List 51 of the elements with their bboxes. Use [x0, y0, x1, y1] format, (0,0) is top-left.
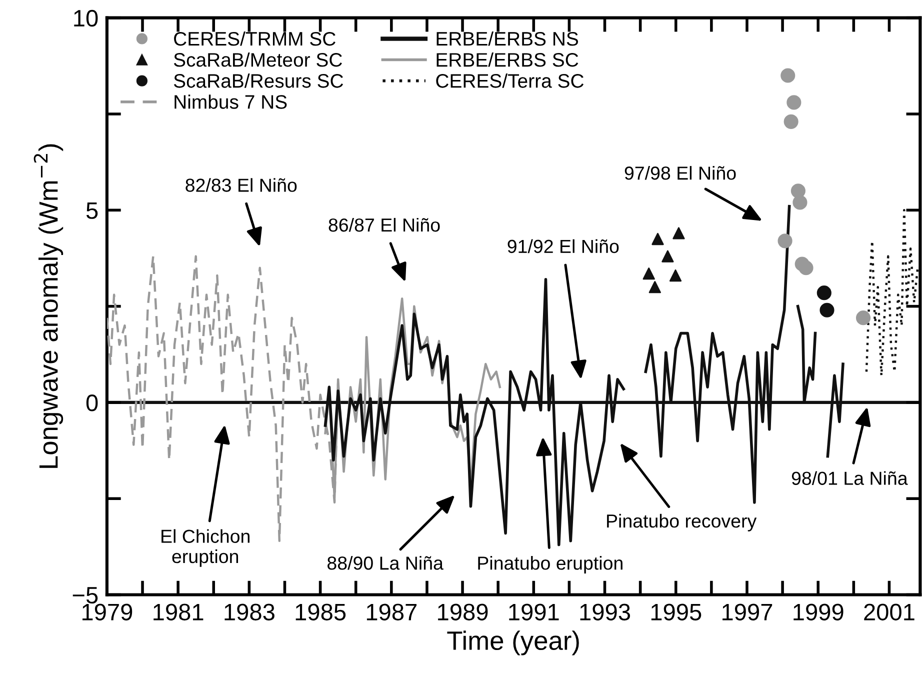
legend-label: CERES/TRMM SC [174, 31, 336, 46]
point [784, 114, 798, 129]
point [652, 232, 664, 246]
point [780, 68, 796, 83]
x-tick-label: 1981 [154, 604, 204, 620]
y-tick-label: 5 [86, 202, 98, 219]
y-tick-label: 0 [86, 394, 98, 412]
x-tick-label: 1991 [509, 604, 559, 620]
annotation: 82/83 El Niño [186, 178, 297, 192]
x-tick-label: 1983 [224, 604, 274, 620]
legend-label: CERES/Terra SC [436, 74, 584, 88]
point [642, 268, 655, 280]
y-axis-title: Longwave anomaly (Wm$^{−2}$) [34, 144, 64, 468]
x-tick-label: 1995 [651, 604, 702, 620]
x-tick-label: 1985 [296, 604, 346, 620]
point [662, 250, 674, 262]
point [786, 95, 802, 110]
legend-label: ScaRaB/Meteor SC [174, 52, 342, 67]
annotation: 97/98 El Niño [624, 166, 736, 180]
x-axis-title: Time (year) [447, 630, 579, 656]
x-tick-label: 2001 [864, 604, 914, 620]
annotation: 98/01 La Niña [792, 471, 908, 485]
point [820, 302, 834, 318]
line-series [865, 209, 919, 377]
point [648, 280, 661, 294]
x-tick-label: 1999 [794, 604, 844, 620]
annotation: 91/92 El Niño [508, 239, 619, 254]
legend-label: ERBE/ERBS SC [436, 52, 578, 67]
annotation: El Chichon eruption [162, 529, 250, 567]
point [778, 234, 792, 248]
x-tick-label: 1979 [82, 604, 132, 620]
point [669, 269, 682, 282]
annotation: Pinatubo recovery [607, 514, 757, 532]
legend-label: ScaRaB/Resurs SC [174, 74, 344, 88]
point [792, 195, 808, 210]
x-tick-label: 1993 [580, 604, 630, 620]
y-tick-label: 10 [74, 10, 98, 27]
x-tick-label: 1997 [722, 604, 772, 620]
point [816, 286, 832, 300]
y-tick-label: −5 [72, 587, 98, 604]
point [790, 184, 806, 198]
annotation: 86/87 El Niño [328, 218, 440, 232]
annotation: Pinatubo eruption [478, 556, 622, 574]
annotation: 88/90 La Niña [328, 556, 444, 570]
legend-label: Nimbus 7 NS [174, 94, 287, 109]
legend-label: ERBE/ERBS NS [436, 31, 578, 46]
point [856, 310, 871, 326]
point [798, 260, 814, 276]
x-tick-label: 1989 [438, 604, 488, 620]
x-tick-label: 1987 [366, 604, 416, 620]
point [672, 227, 685, 240]
